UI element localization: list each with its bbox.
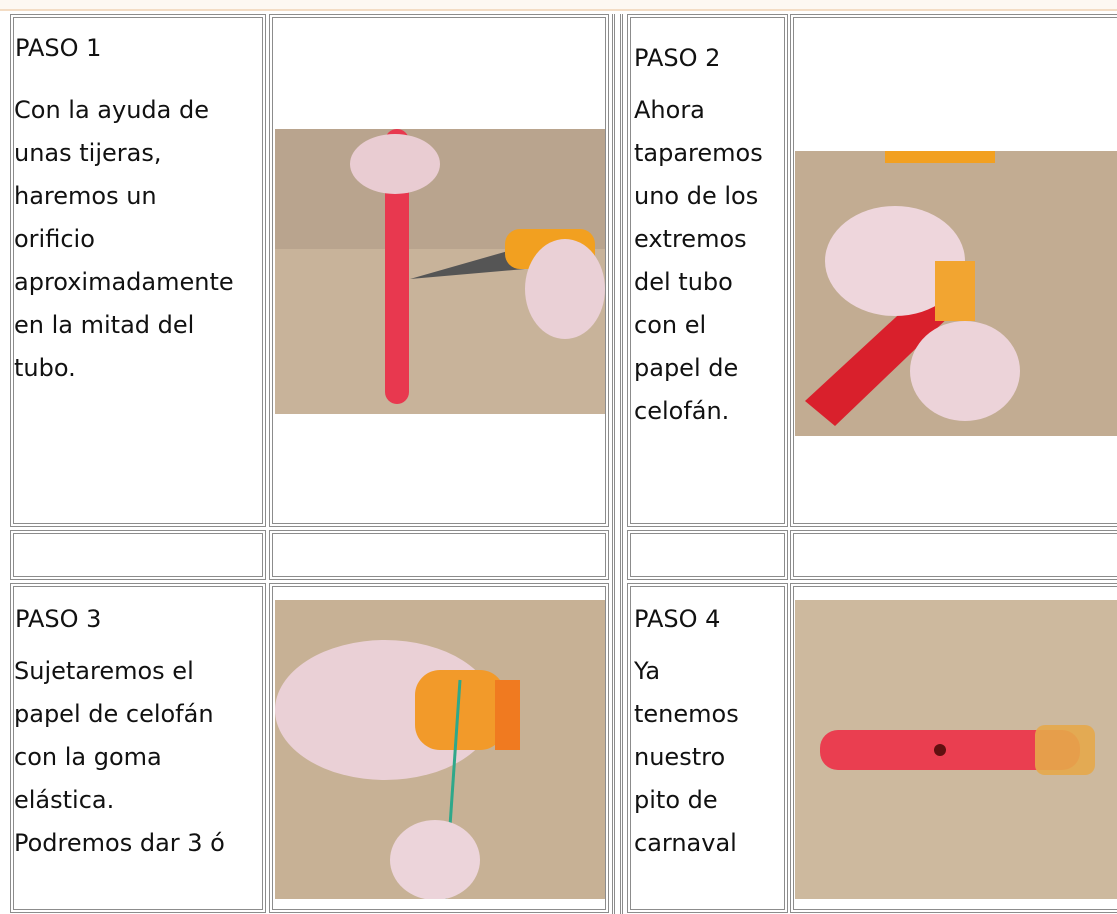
text-line: pito de xyxy=(634,786,718,814)
step-text: Ya tenemos nuestro pito de carnaval xyxy=(634,650,739,865)
cell xyxy=(10,14,266,527)
cell xyxy=(627,530,788,580)
photo xyxy=(275,129,605,414)
cell xyxy=(790,14,1117,527)
text-line: del tubo xyxy=(634,268,733,296)
text-line: papel de celofán xyxy=(14,700,214,728)
text-line: aproximadamente xyxy=(14,268,234,296)
text-line: carnaval xyxy=(634,829,737,857)
step-text: Con la ayuda de unas tijeras, haremos un or… xyxy=(14,89,234,390)
text-line: extremos xyxy=(634,225,747,253)
text-line: taparemos xyxy=(634,139,763,167)
cell xyxy=(790,530,1117,580)
step-title: PASO 3 xyxy=(15,605,102,633)
text-line: nuestro xyxy=(634,743,726,771)
cell xyxy=(269,530,609,580)
text-line: tenemos xyxy=(634,700,739,728)
text-line: Ya xyxy=(634,657,661,685)
text-line: en la mitad del xyxy=(14,311,195,339)
photo xyxy=(795,151,1117,436)
text-line: tubo. xyxy=(14,354,76,382)
text-line: unas tijeras, xyxy=(14,139,162,167)
step-title: PASO 4 xyxy=(634,605,721,633)
top-strip xyxy=(0,0,1117,11)
photo xyxy=(275,600,605,899)
text-line: Ahora xyxy=(634,96,705,124)
text-line: con el xyxy=(634,311,707,339)
step-title: PASO 2 xyxy=(634,44,721,72)
cell xyxy=(269,14,609,527)
text-line: haremos un xyxy=(14,182,157,210)
text-line: uno de los xyxy=(634,182,759,210)
text-line: elástica. xyxy=(14,786,115,814)
photo xyxy=(795,600,1117,899)
cell xyxy=(627,14,788,527)
text-line: orificio xyxy=(14,225,95,253)
separator xyxy=(612,14,623,914)
step-text: Ahora taparemos uno de los extremos del tubo… xyxy=(634,89,763,433)
text-line: papel de xyxy=(634,354,739,382)
text-line: Podremos dar 3 ó xyxy=(14,829,225,857)
cell xyxy=(10,530,266,580)
step-text: Sujetaremos el papel de celofán con la gom… xyxy=(14,650,225,865)
text-line: Con la ayuda de xyxy=(14,96,209,124)
text-line: con la goma xyxy=(14,743,162,771)
text-line: Sujetaremos el xyxy=(14,657,194,685)
step-title: PASO 1 xyxy=(15,34,102,62)
text-line: celofán. xyxy=(634,397,730,425)
